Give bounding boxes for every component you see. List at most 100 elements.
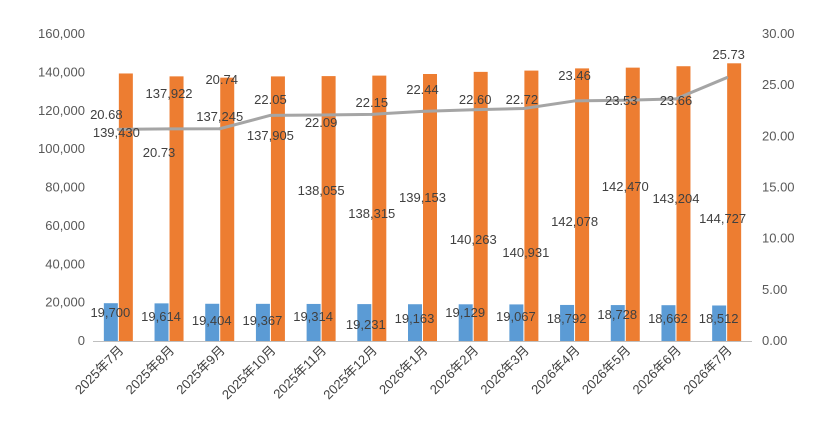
data-label-orange: 137,905 <box>247 128 294 143</box>
x-tick-label: 2025年12月 <box>320 343 380 403</box>
y-left-tick-label: 120,000 <box>38 103 85 118</box>
data-label-line: 22.05 <box>254 92 287 107</box>
data-label-line: 23.66 <box>660 93 693 108</box>
data-label-blue: 18,512 <box>699 311 739 326</box>
bar-blue <box>458 304 473 341</box>
bar-blue <box>357 304 372 341</box>
data-label-blue: 19,163 <box>395 311 435 326</box>
data-label-blue: 19,067 <box>496 309 536 324</box>
x-tick-label: 2025年7月 <box>72 343 127 398</box>
line-point <box>471 108 475 112</box>
line-point <box>370 112 374 116</box>
data-label-line: 22.09 <box>305 115 338 130</box>
data-label-line: 25.73 <box>712 47 745 62</box>
bar-blue <box>661 305 676 341</box>
data-label-line: 22.60 <box>459 92 492 107</box>
y-left-tick-label: 60,000 <box>45 218 85 233</box>
bar-orange <box>220 77 235 341</box>
data-label-orange: 137,245 <box>196 109 243 124</box>
bar-orange <box>372 75 387 341</box>
line-point <box>674 97 678 101</box>
x-tick-label: 2025年8月 <box>123 343 178 398</box>
data-label-line: 20.68 <box>90 107 123 122</box>
bar-blue <box>610 305 625 341</box>
bar-orange <box>270 76 285 342</box>
bar-blue <box>509 304 524 341</box>
bar-orange <box>169 76 184 342</box>
x-tick-label: 2026年1月 <box>376 343 431 398</box>
bar-orange <box>524 70 539 341</box>
data-label-orange: 137,922 <box>146 86 193 101</box>
data-label-blue: 19,614 <box>141 309 181 324</box>
data-label-blue: 18,662 <box>648 311 688 326</box>
y-right-tick-label: 5.00 <box>762 282 787 297</box>
bar-blue <box>103 303 118 341</box>
data-label-orange: 142,470 <box>602 179 649 194</box>
bar-blue <box>255 303 270 341</box>
data-label-line: 20.73 <box>143 145 176 160</box>
data-label-blue: 19,231 <box>346 317 386 332</box>
bar-orange <box>676 66 691 341</box>
data-label-blue: 19,314 <box>293 309 333 324</box>
data-label-blue: 19,700 <box>90 305 130 320</box>
x-tick-label: 2026年5月 <box>579 343 634 398</box>
y-right-tick-label: 25.00 <box>762 77 795 92</box>
bar-blue <box>205 303 220 341</box>
line-point <box>268 113 272 117</box>
data-label-blue: 18,728 <box>597 307 637 322</box>
bar-orange <box>118 73 133 341</box>
data-label-blue: 18,792 <box>547 311 587 326</box>
x-tick-label: 2026年2月 <box>427 343 482 398</box>
data-label-orange: 139,153 <box>399 190 446 205</box>
bar-blue <box>154 303 169 341</box>
line-point <box>623 98 627 102</box>
y-left-tick-label: 40,000 <box>45 256 85 271</box>
x-tick-label: 2025年10月 <box>219 343 279 403</box>
bar-blue <box>408 304 422 341</box>
x-tick-label: 2026年6月 <box>630 343 685 398</box>
bar-orange <box>473 71 488 342</box>
y-left-tick-label: 140,000 <box>38 64 85 79</box>
bar-orange <box>625 67 640 342</box>
data-label-blue: 19,367 <box>243 313 283 328</box>
data-label-orange: 140,263 <box>450 232 497 247</box>
x-tick-label: 2026年7月 <box>680 343 735 398</box>
bar-orange <box>321 76 336 342</box>
data-label-line: 23.46 <box>558 68 591 83</box>
data-label-orange: 144,727 <box>699 211 746 226</box>
data-label-line: 22.72 <box>506 92 539 107</box>
y-left-tick-label: 80,000 <box>45 180 85 195</box>
y-right-tick-label: 30.00 <box>762 26 795 41</box>
data-label-orange: 138,315 <box>348 206 395 221</box>
y-left-tick-label: 100,000 <box>38 141 85 156</box>
x-tick-label: 2025年9月 <box>173 343 228 398</box>
data-label-line: 23.53 <box>605 93 638 108</box>
data-label-blue: 19,129 <box>445 305 485 320</box>
y-right-tick-label: 15.00 <box>762 180 795 195</box>
y-left-tick-label: 20,000 <box>45 295 85 310</box>
y-right-tick-label: 20.00 <box>762 128 795 143</box>
bar-orange <box>727 63 742 342</box>
bar-blue <box>712 305 727 341</box>
line-point <box>116 127 120 131</box>
line-point <box>167 127 171 131</box>
bar-orange <box>575 68 590 341</box>
line-point <box>573 99 577 103</box>
data-label-blue: 19,404 <box>192 313 232 328</box>
data-label-orange: 142,078 <box>551 214 598 229</box>
x-tick-label: 2026年4月 <box>528 343 583 398</box>
data-label-orange: 140,931 <box>502 245 549 260</box>
line-point <box>421 109 424 113</box>
bar-orange <box>423 74 437 341</box>
x-tick-label: 2026年3月 <box>477 343 532 398</box>
line-point <box>319 113 323 117</box>
data-label-line: 22.15 <box>356 95 389 110</box>
line-point <box>218 127 222 131</box>
data-label-orange: 138,055 <box>298 183 345 198</box>
data-label-orange: 139,430 <box>93 125 140 140</box>
bar-blue <box>560 304 575 341</box>
line-point <box>522 106 526 110</box>
y-left-tick-label: 0 <box>78 333 85 348</box>
